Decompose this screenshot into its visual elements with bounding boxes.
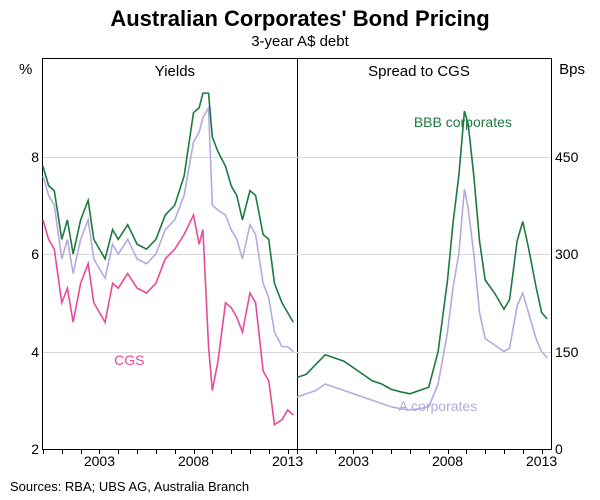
y-left-tick-label: 4 xyxy=(21,344,39,360)
x-tick xyxy=(429,449,430,454)
x-tick xyxy=(410,449,411,454)
y-left-tick-label: 2 xyxy=(21,441,39,457)
x-tick xyxy=(391,449,392,454)
x-tick xyxy=(62,449,63,454)
x-tick-label: 2003 xyxy=(338,453,369,469)
x-tick xyxy=(288,449,289,454)
x-tick xyxy=(250,449,251,454)
x-tick xyxy=(485,449,486,454)
x-tick xyxy=(523,449,524,454)
y-right-tick-label: 300 xyxy=(555,246,587,262)
x-tick xyxy=(269,449,270,454)
x-tick xyxy=(335,449,336,454)
x-tick xyxy=(99,449,100,454)
x-tick-label: 2008 xyxy=(432,453,463,469)
x-tick xyxy=(137,449,138,454)
chart-container: Australian Corporates' Bond Pricing 3-ye… xyxy=(0,0,600,500)
x-tick-label: 2003 xyxy=(84,453,115,469)
plot-area: % Bps Yields Spread to CGS 2468 01503004… xyxy=(42,58,552,450)
y-left-tick-label: 8 xyxy=(21,149,39,165)
series-label-cgs: CGS xyxy=(114,352,144,368)
x-tick xyxy=(175,449,176,454)
x-tick xyxy=(231,449,232,454)
series-label-a: A corporates xyxy=(399,398,478,414)
x-tick xyxy=(43,449,44,454)
y-left-tick-label: 6 xyxy=(21,246,39,262)
x-tick-label: 2013 xyxy=(272,453,303,469)
y-right-tick-label: 450 xyxy=(555,149,587,165)
left-axis-unit: % xyxy=(19,61,32,78)
chart-subtitle: 3-year A$ debt xyxy=(0,33,600,50)
chart-title: Australian Corporates' Bond Pricing xyxy=(0,0,600,32)
x-tick xyxy=(448,449,449,454)
x-tick xyxy=(297,449,298,454)
y-right-tick-label: 150 xyxy=(555,344,587,360)
x-tick xyxy=(212,449,213,454)
sources-text: Sources: RBA; UBS AG, Australia Branch xyxy=(10,479,249,494)
x-tick-label: 2013 xyxy=(526,453,557,469)
series-label-bbb: BBB corporates xyxy=(414,114,512,130)
x-tick xyxy=(466,449,467,454)
x-tick xyxy=(353,449,354,454)
right-axis-unit: Bps xyxy=(559,61,585,78)
x-tick xyxy=(372,449,373,454)
x-tick xyxy=(542,449,543,454)
x-tick xyxy=(504,449,505,454)
y-right-tick-label: 0 xyxy=(555,441,587,457)
x-tick-label: 2008 xyxy=(178,453,209,469)
x-tick xyxy=(118,449,119,454)
x-tick xyxy=(194,449,195,454)
x-tick xyxy=(156,449,157,454)
x-tick xyxy=(81,449,82,454)
x-tick xyxy=(316,449,317,454)
